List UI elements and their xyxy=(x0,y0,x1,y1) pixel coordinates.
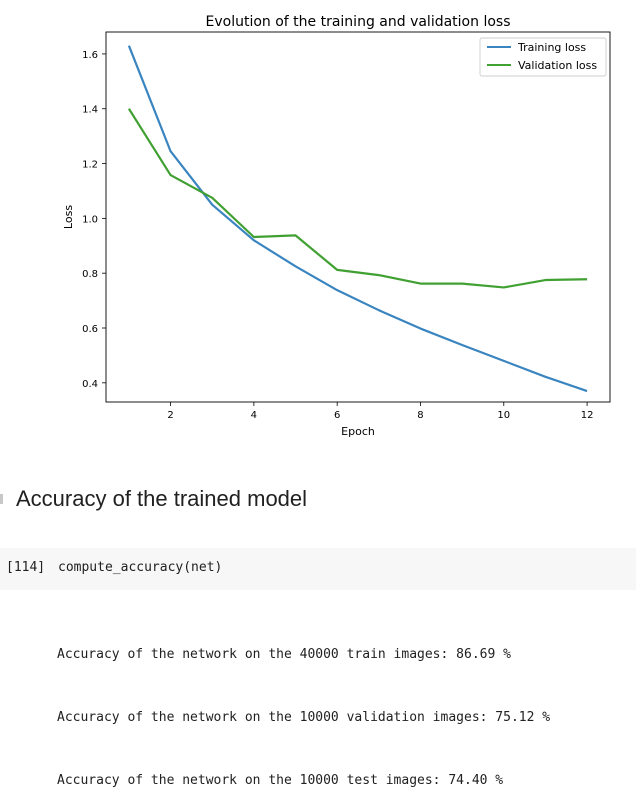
training-loss-line xyxy=(127,45,588,393)
x-tick-label: 12 xyxy=(581,410,594,421)
cell-output: Accuracy of the network on the 40000 tra… xyxy=(57,602,550,812)
code-cell[interactable]: [114] compute_accuracy(net) xyxy=(0,548,636,590)
y-tick-label: 1.6 xyxy=(82,50,98,61)
chart-title: Evolution of the training and validation… xyxy=(206,14,511,30)
plot-area xyxy=(105,31,611,403)
x-tick-label: 8 xyxy=(417,410,423,421)
loss-chart-svg: 2 4 6 8 10 12 0.4 0.6 0.8 1.0 1.2 1.4 1.6 Evolution … xyxy=(62,14,611,438)
validation-loss-line xyxy=(127,108,588,289)
x-tick-label: 10 xyxy=(497,410,510,421)
output-line-train: Accuracy of the network on the 40000 tra… xyxy=(57,647,511,662)
chart-legend: Training loss Validation loss xyxy=(479,37,607,77)
y-tick-label: 1.0 xyxy=(82,214,98,225)
x-tick-label: 2 xyxy=(167,410,173,421)
y-tick-label: 1.2 xyxy=(82,160,98,171)
loss-chart: 2 4 6 8 10 12 0.4 0.6 0.8 1.0 1.2 1.4 1.6 Evolution … xyxy=(62,14,611,438)
x-tick-label: 4 xyxy=(251,410,257,421)
x-tick-label: 6 xyxy=(334,410,340,421)
y-tick-label: 1.4 xyxy=(82,105,98,116)
y-tick-label: 0.6 xyxy=(82,324,98,335)
section-heading: Accuracy of the trained model xyxy=(16,486,308,511)
legend-label-training: Training loss xyxy=(517,41,586,54)
legend-label-validation: Validation loss xyxy=(518,59,597,72)
section-collapse-marker[interactable] xyxy=(0,494,3,504)
legend-box xyxy=(479,37,607,77)
y-tick-label: 0.4 xyxy=(82,379,98,390)
cell-code[interactable]: compute_accuracy(net) xyxy=(58,560,223,575)
x-axis-label: Epoch xyxy=(341,425,375,438)
y-tick-label: 0.8 xyxy=(82,269,98,280)
output-line-validation: Accuracy of the network on the 10000 val… xyxy=(57,710,551,725)
cell-execution-count: [114] xyxy=(6,560,46,575)
y-axis-label: Loss xyxy=(62,205,75,229)
output-line-test: Accuracy of the network on the 10000 tes… xyxy=(57,773,504,788)
